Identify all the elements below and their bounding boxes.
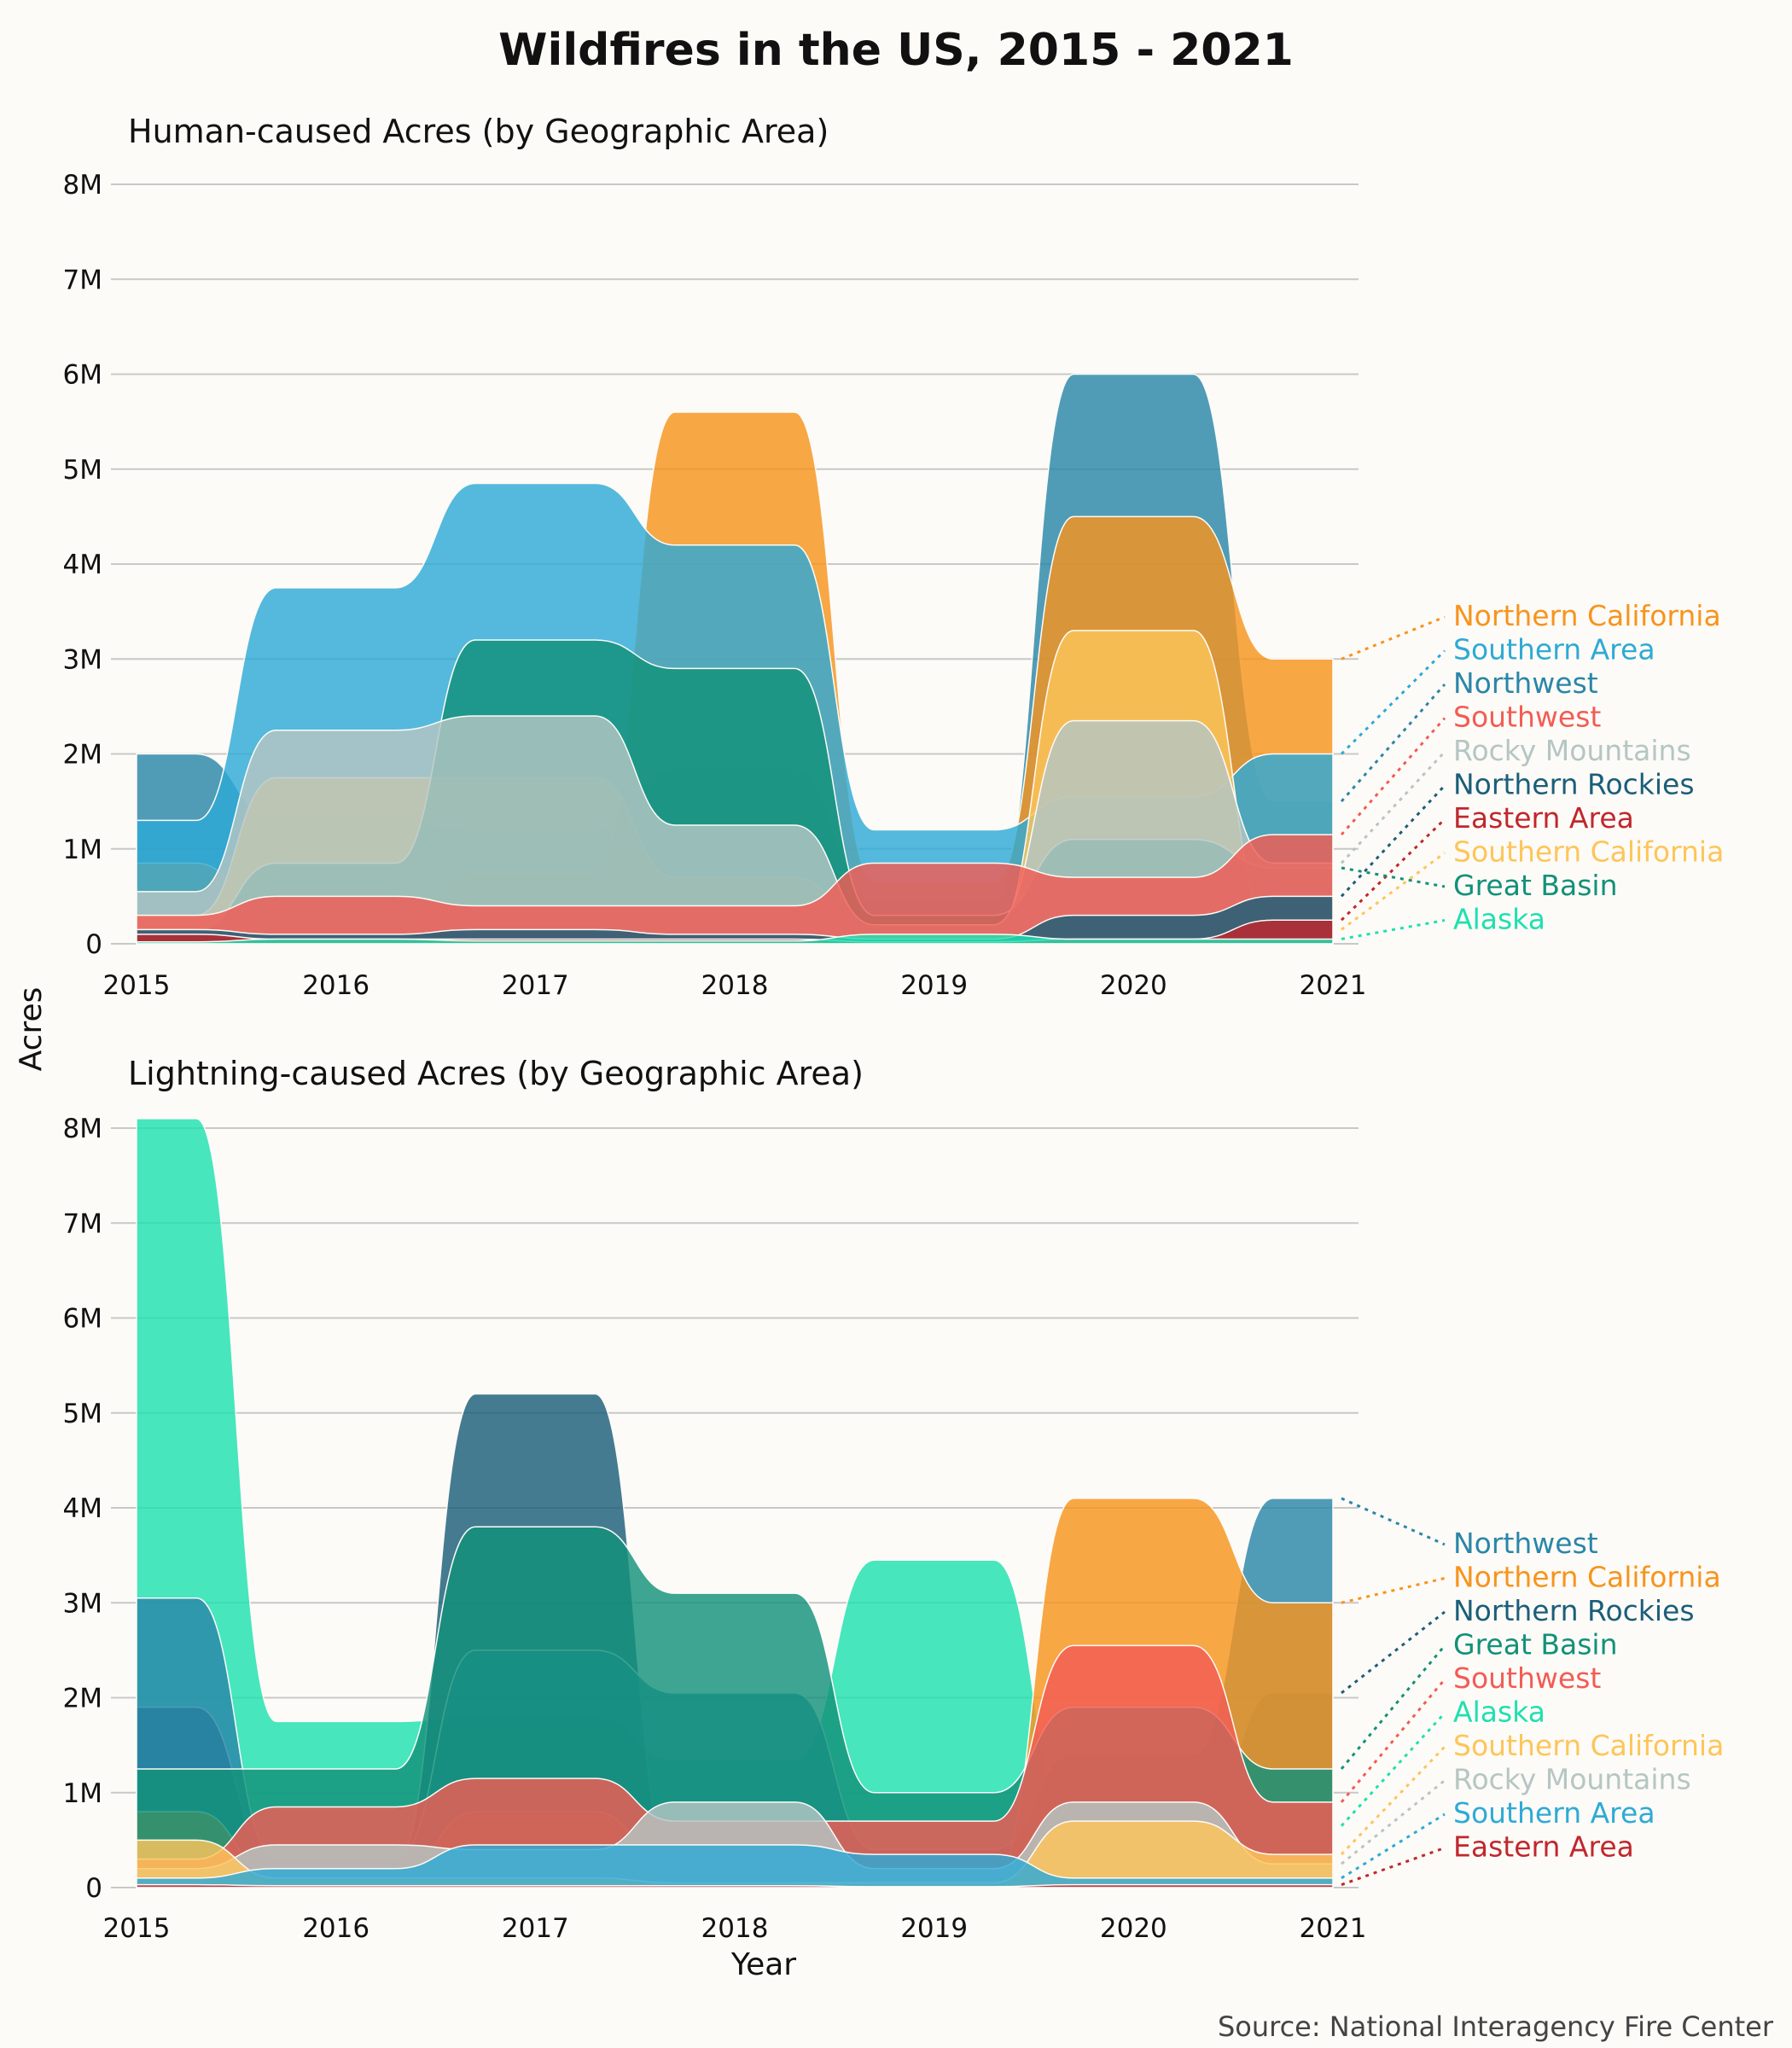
y-tick-label: 5M [63,1399,102,1429]
legend-leader-alaska [1340,1712,1446,1827]
x-tick-label: 2017 [502,1913,569,1944]
y-tick-label: 3M [63,1588,102,1619]
source-note: Source: National Interagency Fire Center [1218,2010,1774,2043]
legend-leader-southwest [1340,1679,1446,1803]
legend-label-northwest: Northwest [1453,1527,1598,1560]
x-tick-label: 2018 [701,1913,769,1944]
y-tick-label: 6M [63,1304,102,1335]
y-axis-label: Acres [14,987,49,1072]
legend-label-northern-rockies: Northern Rockies [1453,768,1695,801]
legend-leader-southern-area [1340,649,1446,755]
x-tick-label: 2020 [1100,970,1167,1001]
legend-leader-northwest [1341,1497,1446,1546]
x-tick-label: 2017 [502,970,569,1001]
legend-leader-eastern-area [1341,1847,1446,1887]
area-eastern-area [136,1883,1334,1888]
legend-label-southwest: Southwest [1453,701,1601,734]
legend-leader-southern-area [1341,1812,1446,1880]
legend-label-great-basin: Great Basin [1453,1628,1618,1661]
x-tick-label: 2021 [1300,1913,1367,1944]
x-axis-label: Year [730,1947,796,1982]
legend-label-southern-california: Southern California [1453,835,1724,869]
legend-label-southern-area: Southern Area [1453,633,1655,666]
area-southwest [136,834,1334,945]
legend-label-alaska: Alaska [1453,1696,1545,1729]
legend-leader-northern-california [1341,615,1446,660]
legend-label-southern-california: Southern California [1453,1729,1724,1762]
y-tick-label: 8M [63,1114,102,1144]
legend-leader-great-basin [1341,866,1446,888]
chart-title: Wildfires in the US, 2015 - 2021 [498,25,1294,76]
lightning-caused-panel: Lightning-caused Acres (by Geographic Ar… [63,1055,1725,1944]
legend-label-southern-area: Southern Area [1453,1796,1655,1830]
legend-label-great-basin: Great Basin [1453,869,1618,902]
y-tick-label: 3M [63,644,102,675]
area-northern-rockies [136,895,1334,945]
x-tick-label: 2018 [701,970,769,1001]
legend-leader-great-basin [1340,1644,1446,1770]
y-tick-label: 8M [63,170,102,201]
y-tick-label: 4M [63,550,102,580]
area-bands [136,1118,1334,1888]
legend-leader-northern-rockies [1340,784,1446,898]
legend-label-eastern-area: Eastern Area [1453,1830,1634,1864]
y-tick-label: 4M [63,1493,102,1524]
legend-label-northwest: Northwest [1453,666,1598,700]
legend-label-northern-rockies: Northern Rockies [1453,1594,1695,1627]
x-tick-label: 2016 [302,1913,369,1944]
y-tick-label: 2M [63,740,102,771]
x-tick-label: 2021 [1300,970,1367,1001]
x-tick-label: 2019 [900,970,968,1001]
panel-title: Human-caused Acres (by Geographic Area) [128,113,829,150]
area-alaska [136,934,1334,945]
y-tick-label: 7M [63,1208,102,1239]
y-tick-label: 1M [63,835,102,865]
x-tick-label: 2015 [103,970,171,1001]
area-southern-area [136,1844,1334,1888]
y-tick-label: 7M [63,265,102,295]
y-tick-label: 2M [63,1684,102,1714]
legend-leader-southern-california [1340,1745,1446,1856]
legend-label-rocky-mountains: Rocky Mountains [1453,1763,1691,1796]
legend-label-northern-california: Northern California [1453,599,1721,632]
y-tick-label: 0 [85,929,102,960]
legend-label-eastern-area: Eastern Area [1453,801,1634,835]
area-bands [136,373,1334,945]
panel-title: Lightning-caused Acres (by Geographic Ar… [128,1055,864,1092]
legend-leader-northern-california [1341,1577,1446,1604]
x-tick-label: 2015 [103,1913,171,1944]
x-tick-label: 2016 [302,970,369,1001]
legend-leader-alaska [1341,919,1446,940]
legend-leader-northern-rockies [1341,1610,1446,1695]
x-tick-label: 2019 [900,1913,968,1944]
human-caused-panel: Human-caused Acres (by Geographic Area) 0… [63,113,1725,1001]
x-tick-label: 2020 [1100,1913,1167,1944]
legend-label-rocky-mountains: Rocky Mountains [1453,734,1691,767]
y-tick-label: 1M [63,1778,102,1809]
legend-label-alaska: Alaska [1453,903,1545,936]
y-tick-label: 6M [63,360,102,391]
y-tick-label: 0 [85,1873,102,1904]
legend-leader-southwest [1340,717,1446,836]
legend-leader-eastern-area [1340,817,1446,922]
legend-leader-rocky-mountains [1340,750,1446,864]
legend-label-northern-california: Northern California [1453,1561,1721,1594]
legend-label-southwest: Southwest [1453,1661,1601,1695]
legend-leader-northwest [1340,684,1446,803]
y-tick-label: 5M [63,455,102,486]
legend-leader-southern-california [1341,852,1446,931]
